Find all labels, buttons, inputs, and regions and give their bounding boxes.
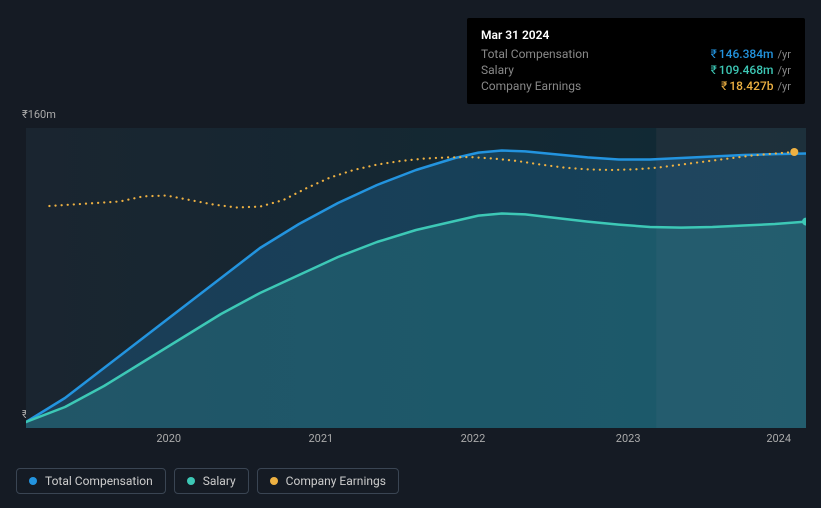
chart-plot [26, 128, 806, 428]
x-axis-label: 2023 [616, 432, 641, 445]
chart-tooltip: Mar 31 2024 Total Compensation ₹146.384m/… [467, 18, 805, 104]
legend-item[interactable]: Total Compensation [16, 468, 166, 494]
tooltip-row-label: Total Compensation [481, 47, 589, 61]
legend-label: Company Earnings [286, 474, 386, 488]
legend-label: Total Compensation [45, 474, 153, 488]
tooltip-rows: Total Compensation ₹146.384m/yr Salary ₹109… [481, 46, 791, 94]
tooltip-row-label: Company Earnings [481, 79, 581, 93]
legend-dot [29, 477, 37, 485]
legend-item[interactable]: Salary [174, 468, 249, 494]
tooltip-row-label: Salary [481, 63, 514, 77]
x-axis-label: 2021 [308, 432, 333, 445]
tooltip-row-value: ₹109.468m/yr [711, 63, 791, 77]
compensation-chart[interactable]: ₹160m ₹0 20202021202220232024 [16, 100, 806, 450]
chart-legend: Total Compensation Salary Company Earnings [16, 468, 399, 494]
tooltip-row: Company Earnings ₹18.427b/yr [481, 78, 791, 94]
tooltip-date: Mar 31 2024 [481, 28, 791, 42]
x-axis-label: 2022 [461, 432, 486, 445]
legend-dot [187, 477, 195, 485]
legend-item[interactable]: Company Earnings [257, 468, 399, 494]
x-axis-label: 2020 [156, 432, 181, 445]
x-axis-label: 2024 [766, 432, 791, 445]
legend-label: Salary [203, 474, 236, 488]
tooltip-row-value: ₹18.427b/yr [721, 79, 791, 93]
legend-dot [270, 477, 278, 485]
tooltip-row-value: ₹146.384m/yr [711, 47, 791, 61]
x-axis-labels: 2020 2021 2022 2023 2024 [26, 432, 806, 452]
tooltip-row: Total Compensation ₹146.384m/yr [481, 46, 791, 62]
tooltip-row: Salary ₹109.468m/yr [481, 62, 791, 78]
y-axis-max-label: ₹160m [22, 108, 56, 121]
